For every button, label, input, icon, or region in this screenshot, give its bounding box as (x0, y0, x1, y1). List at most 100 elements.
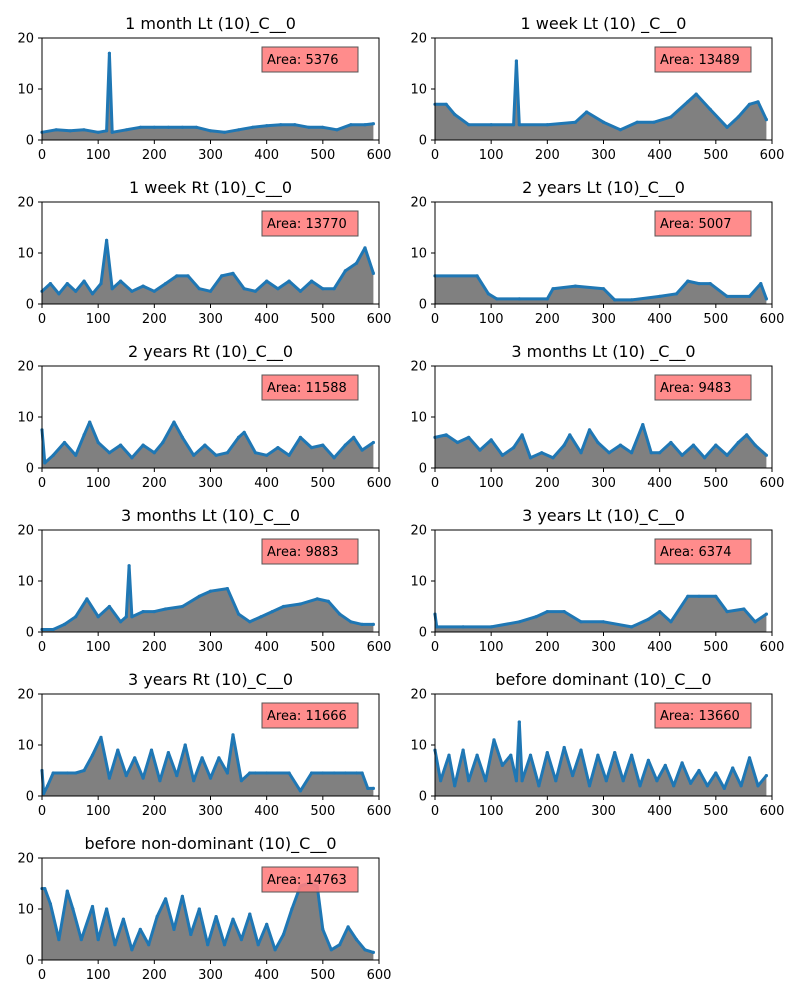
data-point (237, 128, 241, 132)
data-point (672, 784, 676, 788)
data-point (568, 433, 572, 437)
area-badge: Area: 5007 (654, 210, 752, 237)
data-point (366, 786, 370, 791)
area-prefix: Area: (660, 217, 698, 232)
data-point (338, 612, 342, 616)
data-point (764, 297, 769, 301)
x-tick-label: 400 (647, 804, 672, 819)
data-point (694, 92, 698, 96)
y-tick-label: 10 (410, 83, 427, 98)
x-tick-label: 500 (310, 148, 335, 163)
data-point (141, 776, 145, 780)
y-tick-label: 20 (410, 32, 427, 47)
data-point (276, 446, 280, 450)
data-point (562, 443, 566, 447)
subplot-2: 1 week Lt (10) _C__0 0 100 200 300 400 500 600 0… (410, 14, 784, 163)
data-point (130, 615, 134, 619)
data-point (231, 733, 235, 737)
data-point (253, 289, 257, 293)
data-point (725, 453, 729, 457)
x-tick-label: 0 (38, 640, 46, 655)
data-point (736, 440, 740, 445)
data-point (439, 779, 443, 783)
data-point (514, 59, 519, 63)
x-tick-label: 0 (38, 476, 46, 491)
data-point (194, 125, 199, 129)
data-point (354, 261, 359, 265)
data-point (607, 451, 611, 455)
x-tick-label: 300 (591, 476, 616, 491)
data-point (517, 297, 521, 301)
area-value: 6374 (698, 545, 731, 560)
x-tick-label: 500 (310, 968, 335, 983)
data-point (545, 610, 549, 614)
x-tick-label: 300 (198, 312, 223, 327)
data-point (141, 443, 145, 447)
data-point (618, 128, 623, 132)
data-point (51, 627, 55, 632)
data-point (756, 784, 760, 788)
data-point (48, 902, 53, 906)
subplot-title: 1 week Lt (10) _C__0 (521, 14, 687, 34)
y-tick-label: 10 (410, 739, 427, 754)
data-point (604, 779, 608, 783)
data-point (349, 620, 353, 624)
data-point (658, 451, 662, 455)
area-prefix: Area: (267, 709, 305, 724)
data-point (265, 771, 269, 775)
x-tick-label: 300 (198, 476, 223, 491)
data-point (338, 943, 342, 947)
y-tick-label: 0 (26, 462, 34, 477)
data-point (453, 784, 457, 788)
data-point (601, 620, 606, 624)
y-tick-label: 10 (410, 575, 427, 590)
data-point (658, 294, 662, 298)
data-point (435, 625, 439, 629)
data-point (371, 271, 375, 275)
area-value: 5376 (305, 53, 338, 68)
area-badge: Area: 14763 (261, 866, 359, 893)
x-tick-label: 0 (38, 804, 46, 819)
data-point (742, 607, 746, 611)
data-point (579, 451, 583, 455)
x-tick-label: 0 (38, 148, 46, 163)
y-tick-label: 10 (17, 739, 34, 754)
data-point (444, 433, 448, 437)
data-point (74, 289, 78, 293)
data-point (354, 771, 359, 775)
data-point (192, 453, 196, 457)
data-point (197, 287, 201, 291)
data-point (489, 625, 493, 629)
data-point (517, 720, 521, 724)
data-point (222, 943, 227, 947)
data-point (124, 615, 128, 619)
data-point (621, 779, 625, 783)
data-point (467, 779, 471, 783)
area-badge: Area: 5376 (261, 46, 359, 73)
data-point (248, 771, 252, 775)
data-point (121, 917, 125, 921)
x-tick-label: 300 (198, 640, 223, 655)
data-point (231, 271, 235, 275)
data-point (638, 784, 642, 788)
data-point (747, 294, 752, 298)
x-tick-label: 300 (591, 640, 616, 655)
data-point (596, 753, 600, 757)
data-point (467, 123, 471, 127)
data-point (96, 130, 100, 134)
x-tick-label: 300 (591, 804, 616, 819)
data-point (551, 287, 555, 291)
data-point (321, 287, 325, 291)
data-point (42, 791, 46, 796)
data-point (105, 238, 109, 242)
data-point (641, 423, 645, 427)
data-point (332, 456, 336, 460)
x-tick-label: 300 (591, 312, 616, 327)
data-point (731, 766, 735, 770)
area-prefix: Area: (267, 53, 305, 68)
area-badge-box (654, 702, 752, 729)
data-point (74, 615, 78, 619)
data-point (239, 779, 243, 783)
x-tick-label: 500 (310, 804, 335, 819)
data-point (293, 123, 297, 127)
